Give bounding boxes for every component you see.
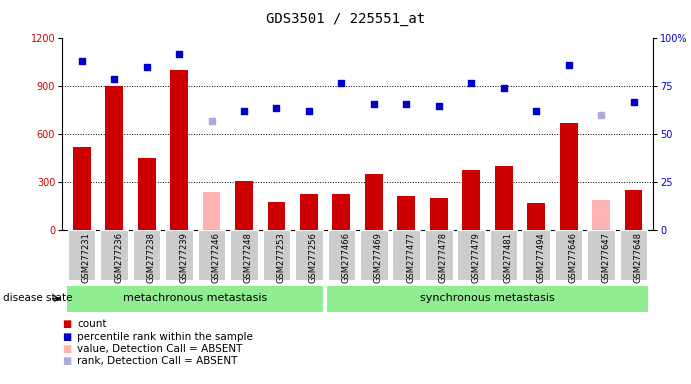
Bar	[332, 194, 350, 230]
Text: GSM277253: GSM277253	[276, 232, 285, 283]
Bar	[462, 170, 480, 230]
Bar	[490, 230, 518, 280]
Bar	[327, 286, 647, 311]
Bar	[365, 174, 383, 230]
Point	[206, 118, 217, 124]
Point	[238, 108, 249, 114]
Text: GSM277239: GSM277239	[179, 232, 188, 283]
Point	[76, 58, 87, 65]
Text: count: count	[77, 319, 107, 329]
Text: metachronous metastasis: metachronous metastasis	[123, 293, 267, 303]
Bar	[555, 230, 583, 280]
Point	[401, 101, 412, 107]
Text: GSM277469: GSM277469	[374, 232, 383, 283]
Bar	[560, 123, 578, 230]
Bar	[263, 230, 290, 280]
Text: value, Detection Call = ABSENT: value, Detection Call = ABSENT	[77, 344, 243, 354]
Bar	[170, 70, 188, 230]
Bar	[73, 147, 91, 230]
Text: rank, Detection Call = ABSENT: rank, Detection Call = ABSENT	[77, 356, 238, 366]
Bar	[430, 199, 448, 230]
Text: GSM277648: GSM277648	[634, 232, 643, 283]
Text: GSM277238: GSM277238	[146, 232, 155, 283]
Text: GSM277231: GSM277231	[82, 232, 91, 283]
Text: disease state: disease state	[3, 293, 73, 303]
Bar	[425, 230, 453, 280]
Bar	[165, 230, 193, 280]
Bar	[457, 230, 485, 280]
Text: GSM277478: GSM277478	[439, 232, 448, 283]
Point	[498, 85, 509, 91]
Point	[303, 108, 314, 114]
Bar	[527, 203, 545, 230]
Bar	[133, 230, 160, 280]
Bar	[198, 230, 225, 280]
Bar	[328, 230, 355, 280]
Text: GSM277236: GSM277236	[114, 232, 123, 283]
Text: GSM277256: GSM277256	[309, 232, 318, 283]
Bar	[392, 230, 420, 280]
Bar	[587, 230, 615, 280]
Text: GSM277494: GSM277494	[536, 232, 545, 283]
Point	[433, 103, 444, 109]
Point	[368, 101, 379, 107]
Point	[563, 62, 574, 68]
Bar	[360, 230, 388, 280]
Bar	[68, 230, 95, 280]
Bar	[295, 230, 323, 280]
Bar	[397, 196, 415, 230]
Bar	[522, 230, 550, 280]
Text: GSM277248: GSM277248	[244, 232, 253, 283]
Text: GDS3501 / 225551_at: GDS3501 / 225551_at	[266, 12, 425, 25]
Bar	[625, 190, 643, 230]
Bar	[592, 200, 610, 230]
Point	[108, 76, 120, 82]
Bar	[267, 202, 285, 230]
Point	[173, 51, 184, 57]
Bar	[138, 158, 155, 230]
Point	[336, 79, 347, 86]
Text: percentile rank within the sample: percentile rank within the sample	[77, 332, 254, 342]
Bar	[202, 192, 220, 230]
Text: ■: ■	[62, 319, 71, 329]
Point	[628, 99, 639, 105]
Point	[596, 112, 607, 118]
Point	[271, 104, 282, 111]
Text: GSM277466: GSM277466	[341, 232, 350, 283]
Text: synchronous metastasis: synchronous metastasis	[420, 293, 555, 303]
Text: GSM277647: GSM277647	[601, 232, 610, 283]
Bar	[230, 230, 258, 280]
Bar	[620, 230, 647, 280]
Bar	[100, 230, 128, 280]
Text: ■: ■	[62, 344, 71, 354]
Text: GSM277479: GSM277479	[471, 232, 480, 283]
Point	[466, 79, 477, 86]
Bar	[235, 181, 253, 230]
Text: GSM277646: GSM277646	[569, 232, 578, 283]
Text: GSM277481: GSM277481	[504, 232, 513, 283]
Text: GSM277246: GSM277246	[211, 232, 220, 283]
Point	[141, 64, 152, 70]
Point	[531, 108, 542, 114]
Bar	[68, 286, 323, 311]
Text: GSM277477: GSM277477	[406, 232, 415, 283]
Bar	[495, 166, 513, 230]
Text: ■: ■	[62, 332, 71, 342]
Text: ■: ■	[62, 356, 71, 366]
Bar	[300, 194, 318, 230]
Bar	[105, 86, 123, 230]
